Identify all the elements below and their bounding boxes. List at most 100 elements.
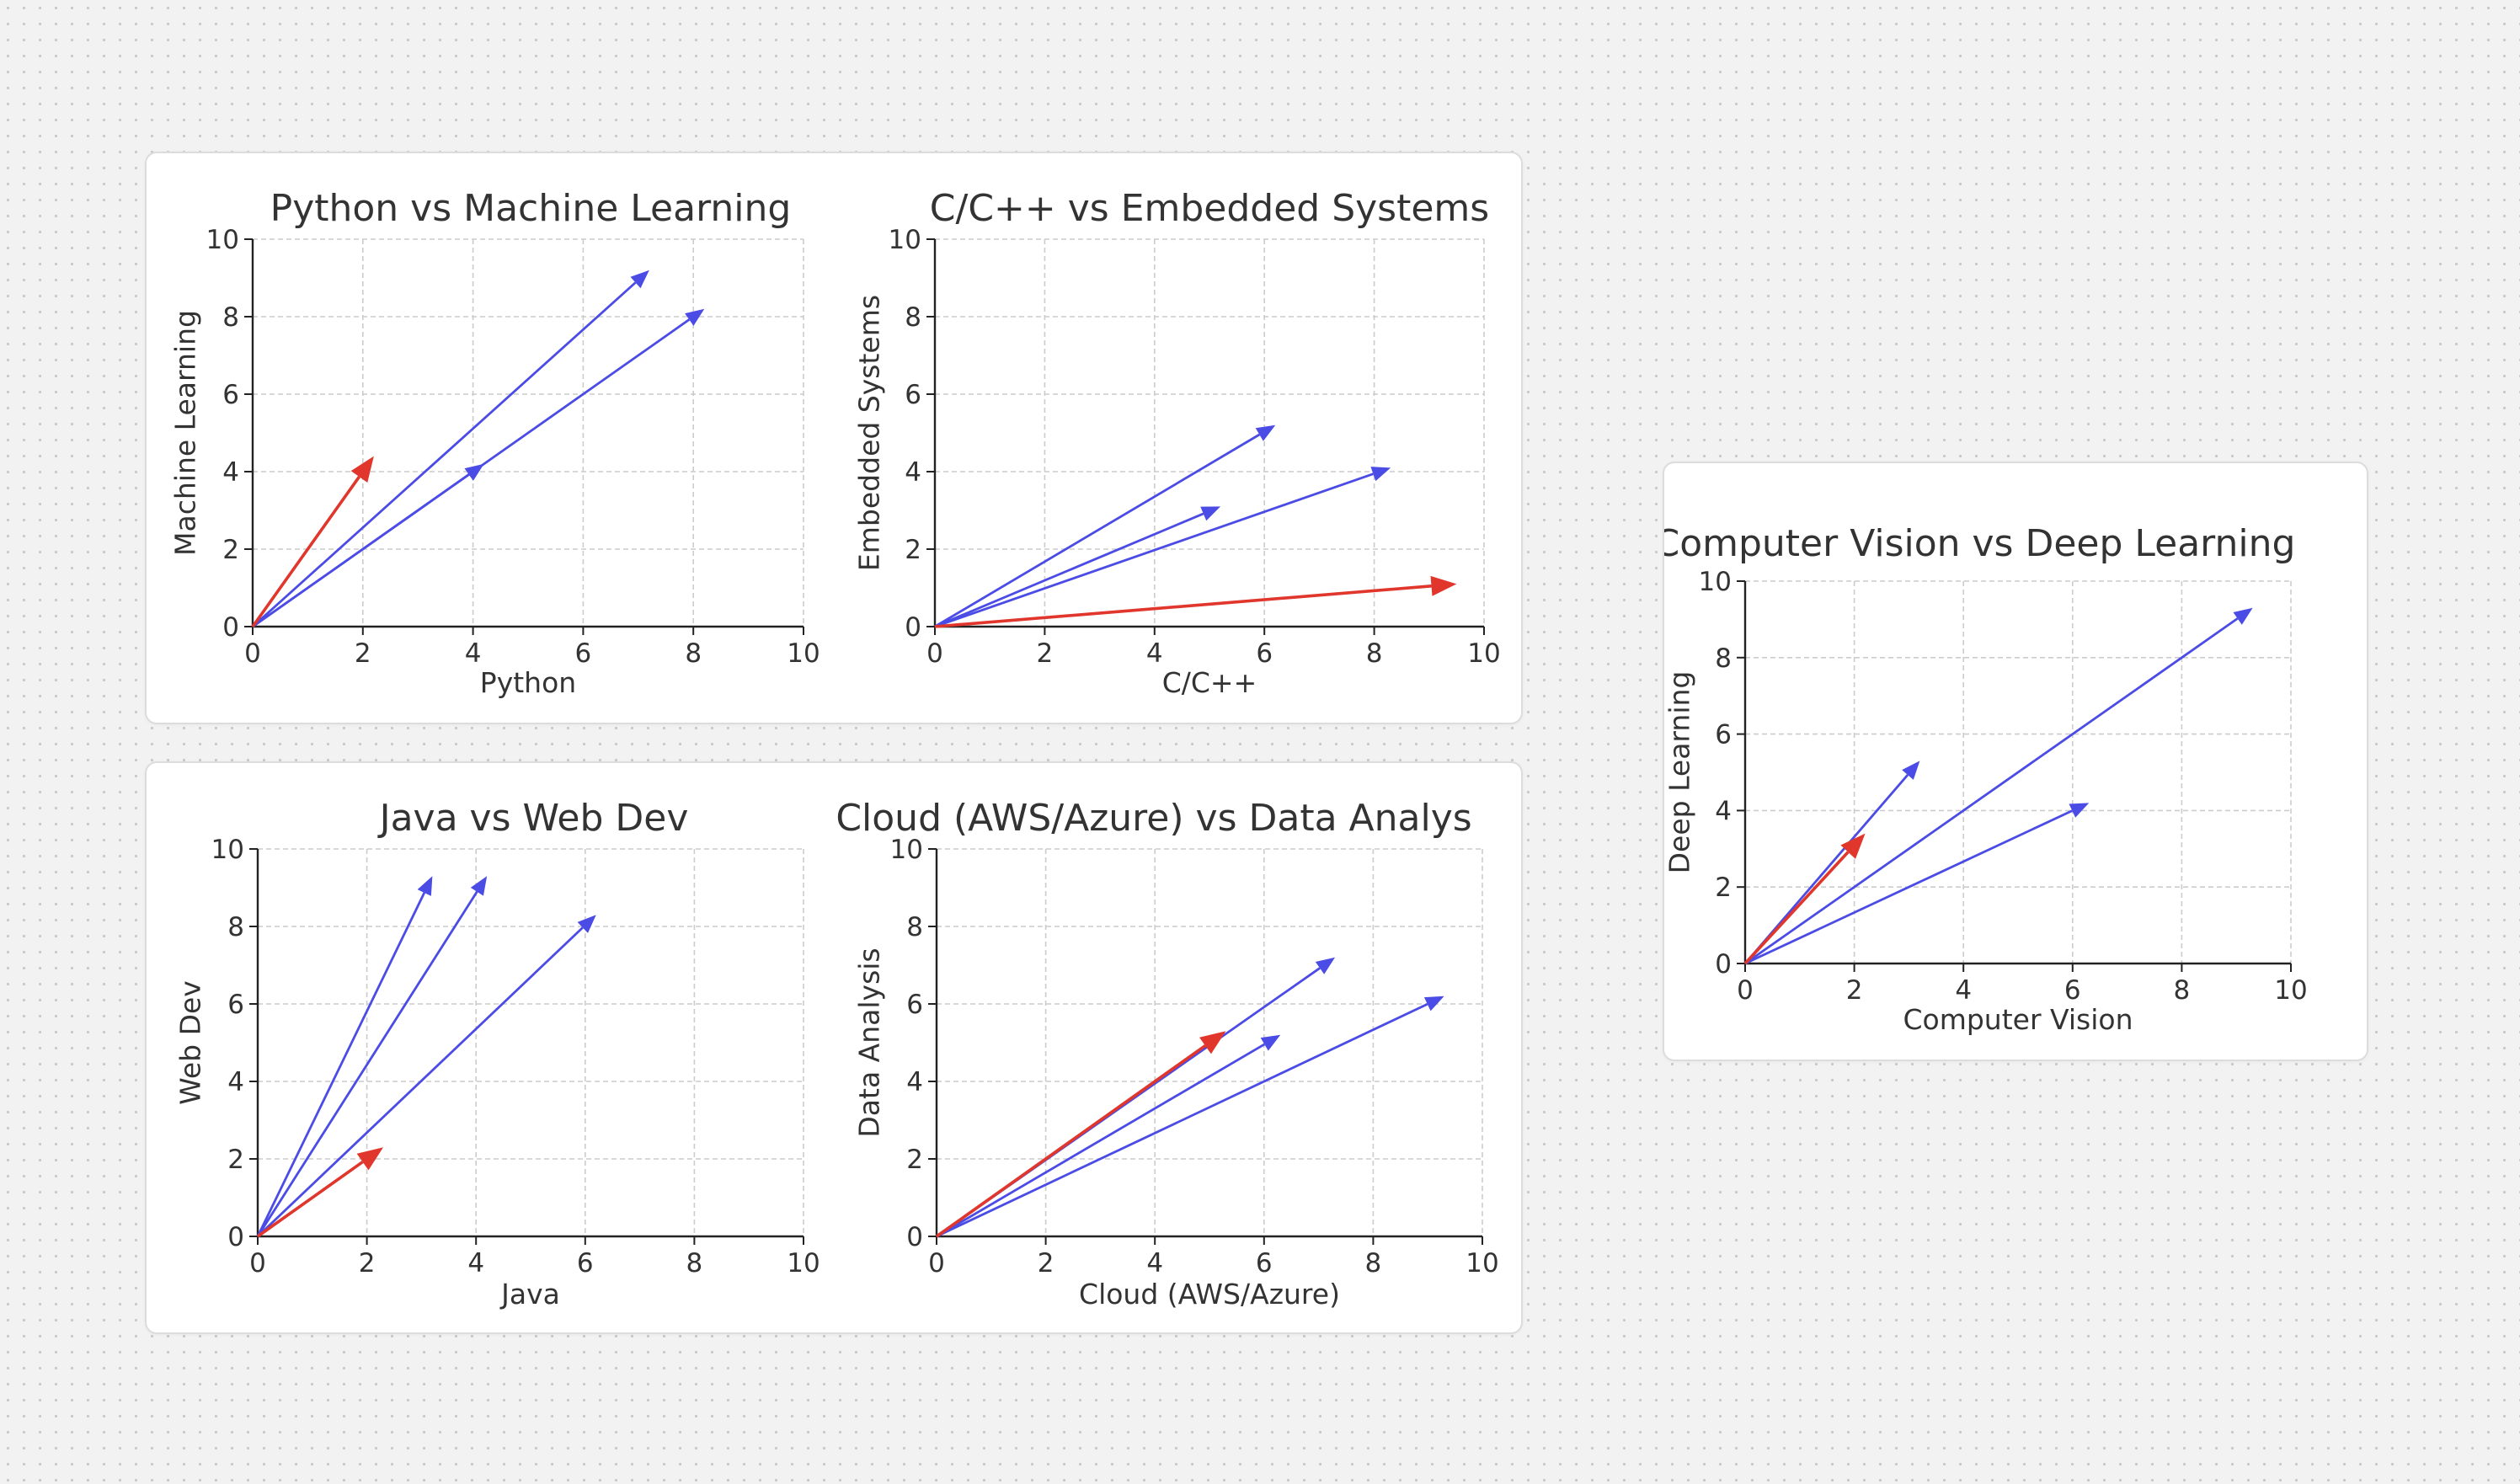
y-tick-label: 4 <box>905 457 921 488</box>
vector-shaft <box>252 473 470 628</box>
y-tick-label: 0 <box>222 612 239 643</box>
y-tick-label: 10 <box>890 835 923 865</box>
x-axis-label: Cloud (AWS/Azure) <box>1079 1278 1340 1311</box>
x-tick-label: 2 <box>1846 975 1863 1006</box>
x-tick-label: 2 <box>1037 638 1054 669</box>
chart-title: C/C++ vs Embedded Systems <box>930 187 1489 230</box>
vector-head <box>470 876 488 896</box>
vector-arrow-2 <box>936 1034 1281 1238</box>
x-tick-label: 10 <box>1467 638 1500 669</box>
vector-arrow-1 <box>934 424 1276 628</box>
chart-title: Java vs Web Dev <box>377 797 689 840</box>
x-tick-label: 6 <box>2064 975 2081 1006</box>
x-tick-label: 6 <box>1256 638 1273 669</box>
vector-shaft <box>256 1161 364 1238</box>
x-tick-label: 0 <box>926 638 943 669</box>
x-tick-label: 2 <box>359 1248 376 1278</box>
vector-shaft <box>935 1044 1207 1238</box>
y-tick-label: 4 <box>1715 796 1732 826</box>
grid <box>1745 580 2292 964</box>
x-axis-label: Python <box>480 666 576 699</box>
y-tick-label: 4 <box>222 457 239 488</box>
chart-title: s Computer Vision vs Deep Learning <box>1663 522 2295 565</box>
vector-arrow-3 <box>934 467 1391 628</box>
y-tick-label: 4 <box>227 1067 244 1097</box>
vector-shaft <box>934 585 1432 628</box>
chart-title: Python vs Machine Learning <box>270 187 792 230</box>
y-tick-label: 10 <box>206 225 239 255</box>
vector-arrow-3 <box>257 915 596 1238</box>
y-axis-label: Embedded Systems <box>853 295 886 571</box>
x-tick-label: 8 <box>686 1248 703 1278</box>
y-tick-label: 0 <box>906 1222 923 1252</box>
vector-arrow-4 <box>256 1147 384 1238</box>
x-tick-label: 6 <box>575 638 592 669</box>
x-tick-label: 8 <box>2174 975 2191 1006</box>
vector-shaft <box>934 472 1374 628</box>
vector-shaft <box>257 926 584 1238</box>
y-tick-label: 6 <box>906 990 923 1020</box>
x-tick-label: 10 <box>1466 1248 1498 1278</box>
y-tick-label: 0 <box>1715 949 1732 980</box>
grid <box>258 848 804 1236</box>
chart-card-bottom: 0 0 2 2 4 4 6 6 8 8 10 10 Java vs Web Dev Java Web Dev… <box>145 761 1523 1334</box>
vector-head <box>1423 996 1444 1012</box>
y-axis-label: Machine Learning <box>169 310 202 556</box>
y-tick-label: 0 <box>227 1222 244 1252</box>
vector-head <box>1840 833 1866 859</box>
vector-head <box>630 270 649 289</box>
vector-head <box>1315 957 1336 974</box>
chart-card-top: 0 0 2 2 4 4 6 6 8 8 10 10 Python vs Machine Learning… <box>145 152 1523 724</box>
x-axis-label: Java <box>499 1278 560 1311</box>
vector-arrow-1 <box>256 876 433 1237</box>
x-tick-label: 2 <box>1038 1248 1054 1278</box>
vector-head <box>685 308 705 326</box>
y-tick-label: 2 <box>906 1145 923 1175</box>
vector-head <box>1255 424 1276 441</box>
y-tick-label: 0 <box>905 612 921 643</box>
vector-arrow-3 <box>1744 803 2090 965</box>
vector-head <box>2233 607 2253 625</box>
x-tick-label: 0 <box>249 1248 266 1278</box>
vector-arrow-4 <box>251 456 374 628</box>
x-axis-label: Computer Vision <box>1903 1003 2133 1036</box>
vector-shaft <box>256 892 426 1237</box>
vector-head <box>1902 761 1920 780</box>
vector-shaft <box>1744 617 2239 965</box>
chart-java-vs-web-dev: 00 2 2 4 4 6 6 8 8 10 10 Java vs Web Dev Java Web Dev <box>174 797 820 1311</box>
vector-arrow-4 <box>1743 833 1866 965</box>
vector-head <box>464 463 484 481</box>
x-tick-label: 0 <box>928 1248 945 1278</box>
x-tick-label: 0 <box>1737 975 1754 1006</box>
vector-arrow-2 <box>256 876 488 1237</box>
y-axis-label: Data Analysis <box>853 948 886 1137</box>
vector-shaft <box>936 1002 1428 1238</box>
grid <box>935 238 1485 627</box>
vector-shaft <box>251 476 360 628</box>
y-axis-label: Web Dev <box>174 980 207 1105</box>
vector-head <box>2069 803 2090 818</box>
y-tick-label: 10 <box>211 835 244 865</box>
vector-head <box>1370 467 1391 482</box>
vector-shaft <box>252 281 637 628</box>
vector-shaft <box>1744 809 2073 965</box>
x-tick-label: 10 <box>787 638 820 669</box>
y-tick-label: 8 <box>222 302 239 333</box>
vector-head <box>1199 1031 1226 1054</box>
y-axis-label: Deep Learning <box>1663 671 1696 874</box>
y-tick-label: 8 <box>1715 643 1732 674</box>
x-tick-label: 10 <box>2274 975 2307 1006</box>
vector-shaft <box>1743 851 1850 965</box>
vector-head <box>1430 575 1457 596</box>
vector-arrow-3 <box>936 996 1444 1238</box>
x-tick-label: 8 <box>1365 1248 1382 1278</box>
vector-arrow-4 <box>934 575 1457 628</box>
chart-cpp-vs-embedded-systems: 00 2 2 4 4 6 6 8 8 10 10 C/C++ vs Embedded Systems C… <box>853 187 1501 699</box>
y-tick-label: 10 <box>889 225 921 255</box>
x-tick-label: 4 <box>467 1248 484 1278</box>
y-tick-label: 6 <box>905 380 921 410</box>
vector-arrow-3 <box>252 463 484 628</box>
y-tick-label: 8 <box>227 912 244 942</box>
